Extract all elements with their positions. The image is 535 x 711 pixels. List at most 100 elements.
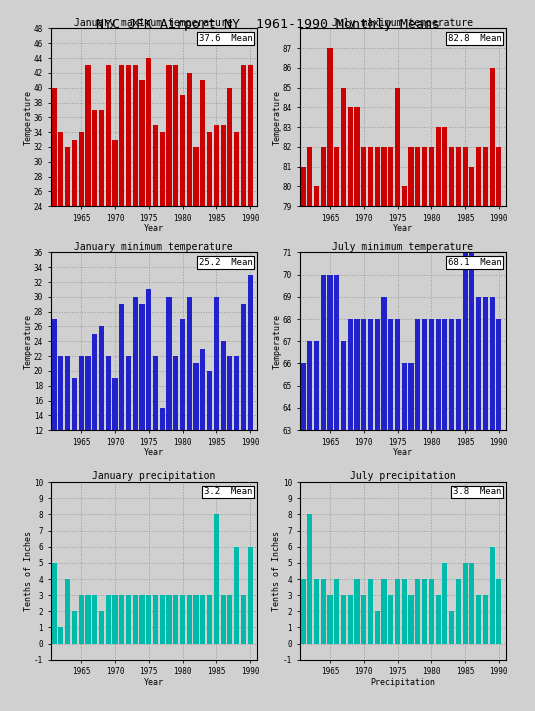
Bar xyxy=(469,252,475,711)
Bar xyxy=(194,147,198,384)
Bar xyxy=(314,186,319,711)
Bar xyxy=(320,579,326,643)
Bar xyxy=(112,378,118,519)
Bar xyxy=(160,408,165,519)
Bar xyxy=(126,65,131,384)
Bar xyxy=(248,547,253,643)
Bar xyxy=(58,132,64,384)
Bar xyxy=(334,274,339,711)
Bar xyxy=(173,595,178,643)
Bar xyxy=(463,563,468,643)
Text: NYC JFK Airport NY  1961-1990 Monthly Means: NYC JFK Airport NY 1961-1990 Monthly Mea… xyxy=(96,18,439,31)
Bar xyxy=(456,579,461,643)
Bar xyxy=(449,611,454,643)
Bar xyxy=(463,147,468,711)
Bar xyxy=(368,147,373,711)
Bar xyxy=(442,127,447,711)
Bar xyxy=(341,341,346,711)
Bar xyxy=(207,132,212,384)
Bar xyxy=(348,319,353,711)
Text: 3.8  Mean: 3.8 Mean xyxy=(453,488,501,496)
Bar xyxy=(187,73,192,384)
Bar xyxy=(456,319,461,711)
Title: January maximum temperature: January maximum temperature xyxy=(74,18,233,28)
Bar xyxy=(72,611,77,643)
Bar xyxy=(58,628,64,643)
Bar xyxy=(496,579,501,643)
Bar xyxy=(361,595,366,643)
Bar xyxy=(327,595,333,643)
Bar xyxy=(483,297,488,711)
Text: 37.6  Mean: 37.6 Mean xyxy=(199,33,253,43)
Bar xyxy=(126,595,131,643)
Bar xyxy=(153,595,158,643)
Bar xyxy=(395,319,400,711)
Bar xyxy=(476,595,481,643)
Bar xyxy=(180,95,185,384)
Bar xyxy=(173,65,178,384)
Bar xyxy=(214,124,219,384)
Bar xyxy=(214,297,219,519)
Bar xyxy=(65,147,70,384)
Bar xyxy=(307,514,312,643)
Title: July maximum temperature: July maximum temperature xyxy=(332,18,473,28)
Bar xyxy=(422,319,427,711)
Y-axis label: Temperature: Temperature xyxy=(24,314,33,369)
Bar xyxy=(119,595,124,643)
Bar xyxy=(483,595,488,643)
Bar xyxy=(214,514,219,643)
Bar xyxy=(402,186,407,711)
Bar xyxy=(180,595,185,643)
Bar xyxy=(327,274,333,711)
Bar xyxy=(79,356,84,519)
Bar xyxy=(52,87,57,384)
Bar xyxy=(429,579,434,643)
Bar xyxy=(72,139,77,384)
Bar xyxy=(140,304,144,519)
Bar xyxy=(166,65,172,384)
Bar xyxy=(160,595,165,643)
Bar xyxy=(415,147,421,711)
Bar xyxy=(207,371,212,519)
Text: 3.2  Mean: 3.2 Mean xyxy=(204,488,253,496)
Title: July precipitation: July precipitation xyxy=(350,471,455,481)
Bar xyxy=(409,363,414,711)
Bar xyxy=(112,595,118,643)
Bar xyxy=(388,319,393,711)
Bar xyxy=(415,579,421,643)
X-axis label: Year: Year xyxy=(144,448,164,457)
Bar xyxy=(92,595,97,643)
Bar xyxy=(334,579,339,643)
Bar xyxy=(133,297,138,519)
Bar xyxy=(52,563,57,643)
Bar xyxy=(409,595,414,643)
Bar xyxy=(348,595,353,643)
Bar xyxy=(395,579,400,643)
Bar xyxy=(79,132,84,384)
Bar xyxy=(241,304,246,519)
Bar xyxy=(490,297,494,711)
Bar xyxy=(146,595,151,643)
Bar xyxy=(334,147,339,711)
Bar xyxy=(490,68,494,711)
X-axis label: Year: Year xyxy=(144,224,164,233)
Bar xyxy=(227,87,232,384)
Bar xyxy=(133,65,138,384)
Bar xyxy=(355,319,360,711)
Bar xyxy=(99,326,104,519)
Bar xyxy=(449,147,454,711)
Bar xyxy=(469,166,475,711)
Bar xyxy=(146,58,151,384)
Bar xyxy=(476,147,481,711)
Title: July minimum temperature: July minimum temperature xyxy=(332,242,473,252)
Bar xyxy=(234,132,239,384)
Bar xyxy=(429,319,434,711)
Bar xyxy=(119,304,124,519)
Bar xyxy=(402,579,407,643)
Bar xyxy=(368,319,373,711)
Bar xyxy=(146,289,151,519)
Bar xyxy=(119,65,124,384)
Bar xyxy=(307,341,312,711)
Bar xyxy=(314,341,319,711)
Bar xyxy=(301,363,305,711)
